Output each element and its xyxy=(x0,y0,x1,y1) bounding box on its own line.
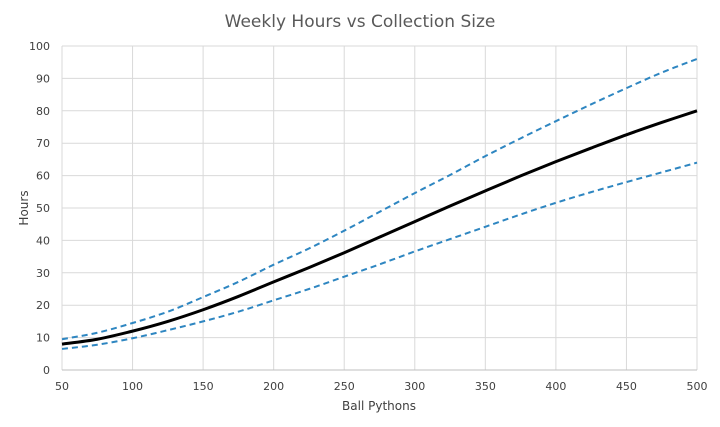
x-tick-label: 250 xyxy=(334,380,355,393)
chart-title: Weekly Hours vs Collection Size xyxy=(225,12,496,32)
y-tick-label: 50 xyxy=(36,202,50,215)
y-tick-label: 0 xyxy=(43,364,50,377)
y-tick-label: 70 xyxy=(36,137,50,150)
x-tick-label: 350 xyxy=(475,380,496,393)
x-tick-label: 100 xyxy=(122,380,143,393)
x-tick-label: 150 xyxy=(193,380,214,393)
x-tick-label: 400 xyxy=(545,380,566,393)
gridlines xyxy=(61,45,698,370)
estimate-line xyxy=(61,109,698,346)
upper-bound-line xyxy=(61,58,698,341)
y-tick-label: 60 xyxy=(36,170,50,183)
y-tick-label: 90 xyxy=(36,72,50,85)
x-axis-label: Ball Pythons xyxy=(342,399,416,413)
x-tick-label: 50 xyxy=(55,380,69,393)
y-tick-label: 10 xyxy=(36,332,50,345)
x-tick-label: 300 xyxy=(404,380,425,393)
x-tick-label: 200 xyxy=(263,380,284,393)
y-axis-label: Hours xyxy=(17,190,31,225)
y-tick-label: 30 xyxy=(36,267,50,280)
y-tick-label: 20 xyxy=(36,299,50,312)
y-tick-label: 80 xyxy=(36,105,50,118)
lower-bound-line xyxy=(61,161,698,350)
x-tick-label: 500 xyxy=(687,380,708,393)
x-tick-label: 450 xyxy=(616,380,637,393)
series-lines xyxy=(61,58,698,350)
y-tick-label: 100 xyxy=(29,40,50,53)
y-tick-label: 40 xyxy=(36,234,50,247)
tick-labels: 0 10 20 30 40 50 60 70 80 90 100 50 100 150 200 250 300 3… xyxy=(29,40,708,393)
